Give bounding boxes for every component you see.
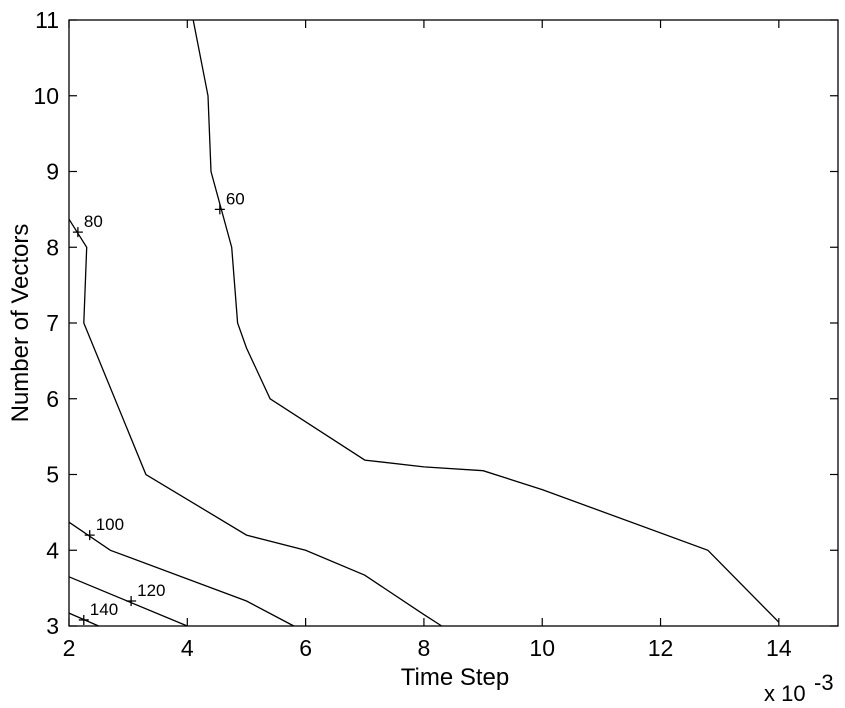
y-tick-label: 5 — [46, 462, 59, 488]
y-tick-label: 11 — [35, 7, 59, 33]
contour-label-120: 120 — [137, 581, 165, 600]
y-tick-label: 10 — [33, 83, 59, 109]
x-tick-label: 10 — [529, 635, 555, 661]
y-tick-label: 7 — [46, 310, 59, 336]
y-tick-label: 4 — [46, 537, 59, 563]
x-tick-label: 12 — [648, 635, 674, 661]
x-multiplier-exponent: -3 — [814, 670, 834, 695]
y-axis-label: Number of Vectors — [7, 224, 34, 423]
contour-label-100: 100 — [96, 515, 124, 534]
x-tick-label: 6 — [299, 635, 312, 661]
x-tick-label: 4 — [181, 635, 194, 661]
x-tick-label: 2 — [63, 635, 76, 661]
y-tick-label: 3 — [46, 613, 59, 639]
y-tick-label: 6 — [46, 386, 59, 412]
x-tick-label: 14 — [766, 635, 792, 661]
contour-label-80: 80 — [84, 212, 103, 231]
y-tick-label: 8 — [46, 234, 59, 260]
y-tick-label: 9 — [46, 159, 59, 185]
x-axis-label: Time Step — [401, 664, 509, 691]
contour-label-140: 140 — [90, 600, 118, 619]
plot-area — [69, 20, 838, 626]
contour-label-60: 60 — [226, 189, 245, 208]
x-tick-label: 8 — [418, 635, 431, 661]
x-multiplier-label: x 10 — [764, 681, 806, 706]
